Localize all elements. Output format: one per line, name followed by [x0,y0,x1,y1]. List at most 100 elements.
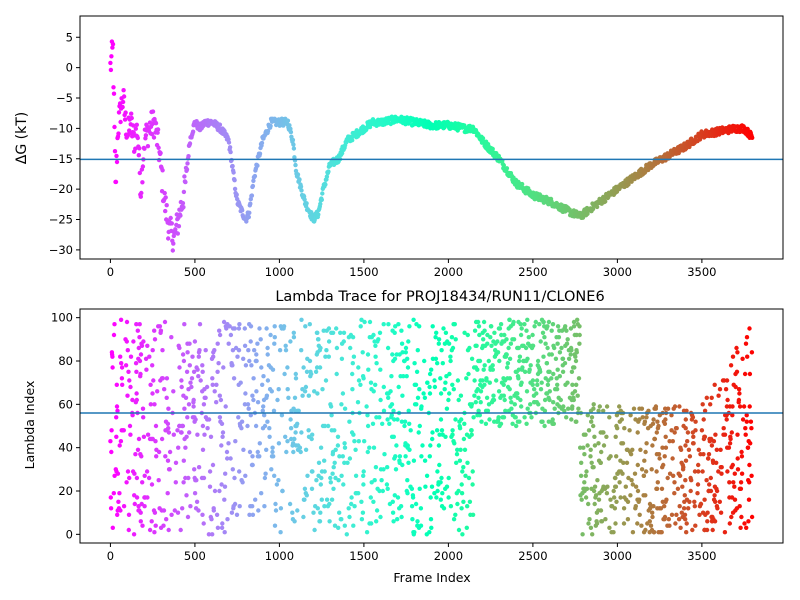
lambda-point [272,341,277,346]
lambda-point [342,460,347,465]
lambda-point [201,402,207,407]
lambda-point [219,443,224,448]
lambda-point [596,408,601,413]
lambda-point [543,341,548,346]
lambda-point [562,408,567,413]
lambda-point [248,324,254,329]
x-tick-label: 0 [107,265,114,279]
lambda-point [341,482,346,487]
lambda-point [460,469,465,474]
lambda-point [187,341,192,346]
lambda-point [596,441,601,446]
lambda-point [210,532,215,537]
lambda-point [595,478,600,483]
lambda-point [449,335,455,340]
lambda-point [195,367,200,372]
lambda-point [556,335,562,340]
lambda-point [201,521,206,526]
delta-g-point [138,194,143,199]
lambda-point [400,462,405,468]
delta-g-point [519,181,525,187]
lambda-point [131,532,137,537]
lambda-point [153,423,159,429]
lambda-point [152,328,157,333]
lambda-point [197,322,203,327]
x-tick-label: 1000 [265,549,294,563]
lambda-point [588,447,593,452]
lambda-point [110,354,115,359]
lambda-point [437,462,442,468]
lambda-point [589,415,595,420]
lambda-point [477,358,483,364]
lambda-point [464,376,469,381]
lambda-point [295,508,300,513]
lambda-point [181,480,186,485]
lambda-point [197,348,202,353]
lambda-point [749,350,755,355]
lambda-point [646,408,651,413]
lambda-point [578,473,584,478]
lambda-point [315,391,320,396]
lambda-point [353,447,358,452]
lambda-point [685,439,690,444]
lambda-point [459,482,464,487]
lambda-point [488,335,493,340]
lambda-point [585,413,590,418]
lambda-point [563,324,568,329]
lambda-point [185,514,191,520]
y-tick-label: 0 [66,527,73,541]
lambda-point [428,495,433,500]
lambda-point [633,504,638,509]
lambda-point [322,458,327,463]
delta-g-point [246,214,251,220]
delta-g-point [251,178,256,183]
lambda-point [265,345,270,351]
lambda-point [338,330,343,335]
lambda-point [477,413,482,418]
delta-g-point [131,123,136,128]
lambda-point [498,322,504,327]
lambda-point [690,415,696,420]
lambda-point [739,454,745,459]
lambda-point [138,519,143,524]
lambda-point [454,460,459,465]
lambda-point [425,380,430,385]
lambda-point [125,469,131,474]
lambda-point [417,486,422,491]
lambda-point [194,499,200,504]
lambda-point [267,426,272,431]
lambda-point [239,426,244,431]
delta-g-point [231,170,236,175]
lambda-point [621,460,626,465]
lambda-point [410,517,415,522]
lambda-point [613,521,618,526]
lambda-point [414,402,419,407]
lambda-point [356,365,361,370]
lambda-point [348,345,353,351]
lambda-point [217,488,222,494]
lambda-point [686,506,691,511]
lambda-point [190,354,195,359]
lambda-point [427,454,432,459]
lambda-point [692,469,698,474]
delta-g-point [297,177,302,182]
lambda-point [167,449,173,455]
lambda-point [371,389,376,394]
lambda-point [735,467,741,472]
lambda-point [210,376,215,381]
lambda-point [537,322,542,327]
delta-g-point [134,122,139,128]
lambda-point [291,449,296,455]
lambda-point [195,432,200,437]
lambda-point [722,530,728,535]
delta-g-point [585,211,590,216]
lambda-point [574,419,579,424]
lambda-point [427,391,433,396]
lambda-point [217,328,222,333]
lambda-point [679,510,684,515]
lambda-point [270,367,276,372]
lambda-point [182,406,187,411]
lambda-point [111,491,117,496]
lambda-point [682,493,687,498]
delta-g-point [320,191,325,196]
